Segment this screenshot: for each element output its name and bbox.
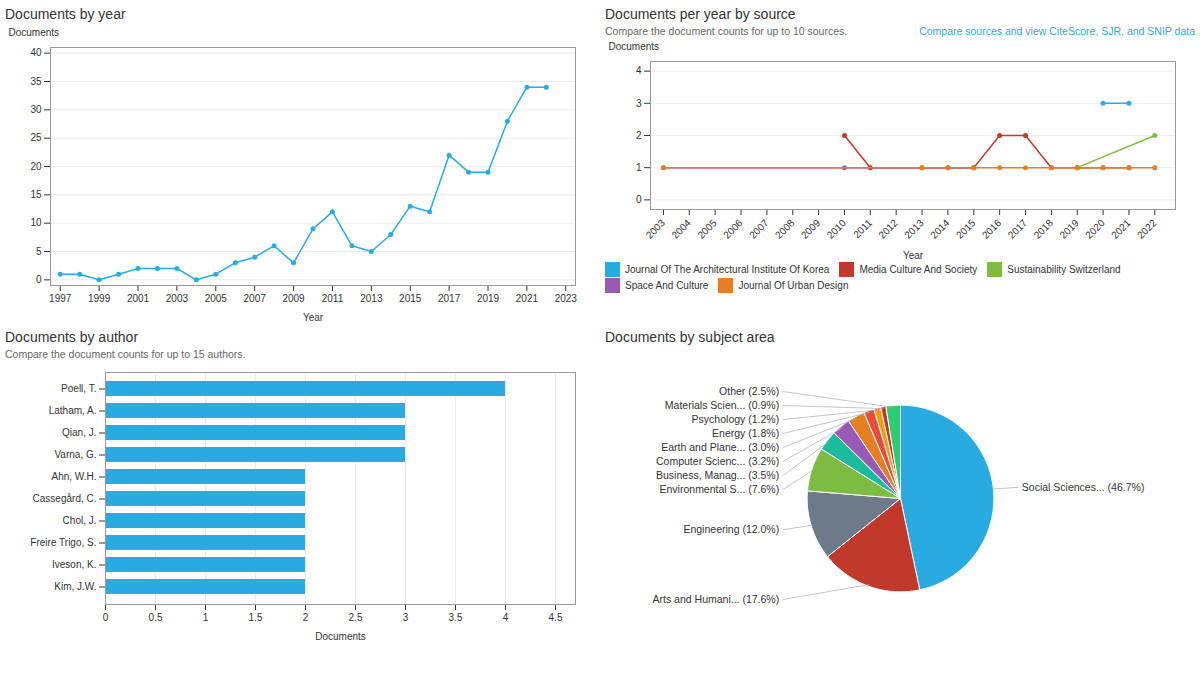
svg-text:2011: 2011 bbox=[322, 293, 344, 304]
svg-text:2018: 2018 bbox=[1032, 217, 1056, 241]
svg-text:2001: 2001 bbox=[127, 293, 150, 304]
svg-text:Freire Trigo, S.: Freire Trigo, S. bbox=[30, 537, 96, 548]
svg-text:2013: 2013 bbox=[360, 293, 383, 304]
svg-text:Engineering (12.0%): Engineering (12.0%) bbox=[683, 523, 779, 535]
svg-text:1: 1 bbox=[203, 612, 209, 623]
svg-text:2013: 2013 bbox=[902, 217, 926, 241]
svg-text:Year: Year bbox=[903, 250, 924, 261]
html-text:Space And Culture: Space And Culture bbox=[625, 280, 709, 292]
svg-text:4: 4 bbox=[636, 65, 642, 76]
html-text:Compare the document counts fo: Compare the document counts for up to 15… bbox=[5, 348, 246, 360]
svg-text:2: 2 bbox=[636, 130, 642, 141]
svg-text:Kim, J.W.: Kim, J.W. bbox=[54, 581, 96, 592]
svg-text:5: 5 bbox=[36, 246, 42, 257]
svg-text:Documents: Documents bbox=[609, 41, 660, 52]
svg-text:20: 20 bbox=[30, 161, 42, 172]
svg-text:2005: 2005 bbox=[695, 217, 719, 241]
svg-text:2007: 2007 bbox=[244, 293, 267, 304]
svg-text:Earth and Plane... (3.0%): Earth and Plane... (3.0%) bbox=[661, 441, 779, 453]
svg-text:2015: 2015 bbox=[399, 293, 422, 304]
svg-text:Chol, J.: Chol, J. bbox=[63, 515, 97, 526]
svg-text:2017: 2017 bbox=[1006, 217, 1030, 241]
svg-text:Poell, T.: Poell, T. bbox=[61, 383, 96, 394]
svg-text:2007: 2007 bbox=[747, 217, 771, 241]
svg-text:0.5: 0.5 bbox=[149, 612, 163, 623]
svg-text:Varna, G.: Varna, G. bbox=[54, 449, 96, 460]
svg-text:2016: 2016 bbox=[980, 217, 1004, 241]
svg-text:0: 0 bbox=[103, 612, 109, 623]
svg-text:30: 30 bbox=[30, 104, 42, 115]
svg-text:Cassegård, C.: Cassegård, C. bbox=[33, 493, 97, 504]
svg-text:4: 4 bbox=[503, 612, 509, 623]
svg-text:15: 15 bbox=[30, 189, 42, 200]
svg-text:2012: 2012 bbox=[876, 217, 900, 241]
svg-text:2022: 2022 bbox=[1135, 217, 1159, 241]
svg-text:Iveson, K.: Iveson, K. bbox=[52, 559, 96, 570]
svg-text:Business, Manag... (3.5%): Business, Manag... (3.5%) bbox=[656, 469, 779, 481]
svg-text:2005: 2005 bbox=[205, 293, 228, 304]
svg-text:Environmental S... (7.6%): Environmental S... (7.6%) bbox=[660, 483, 780, 495]
svg-text:2020: 2020 bbox=[1083, 217, 1107, 241]
html-text:Documents by subject area: Documents by subject area bbox=[605, 329, 775, 345]
svg-text:2006: 2006 bbox=[721, 217, 745, 241]
svg-text:35: 35 bbox=[30, 76, 42, 87]
svg-text:Arts and Humani... (17.6%): Arts and Humani... (17.6%) bbox=[653, 593, 780, 605]
svg-text:2023: 2023 bbox=[555, 293, 578, 304]
svg-text:2008: 2008 bbox=[773, 217, 797, 241]
svg-text:3.5: 3.5 bbox=[449, 612, 463, 623]
html-text:Journal Of The Architectural I: Journal Of The Architectural Institute O… bbox=[625, 263, 830, 275]
svg-text:2003: 2003 bbox=[644, 217, 668, 241]
svg-text:2021: 2021 bbox=[516, 293, 539, 304]
svg-text:2015: 2015 bbox=[954, 217, 978, 241]
svg-text:2009: 2009 bbox=[799, 217, 823, 241]
html-text:Documents by author: Documents by author bbox=[5, 329, 139, 345]
html-text:Documents by year: Documents by year bbox=[5, 6, 126, 22]
svg-text:25: 25 bbox=[30, 132, 42, 143]
svg-text:Latham, A.: Latham, A. bbox=[49, 405, 97, 416]
svg-text:2017: 2017 bbox=[438, 293, 461, 304]
svg-text:2003: 2003 bbox=[166, 293, 189, 304]
html-text:Documents per year by source: Documents per year by source bbox=[605, 6, 796, 22]
svg-text:2014: 2014 bbox=[928, 217, 952, 241]
svg-text:3: 3 bbox=[636, 98, 642, 109]
svg-text:Qian, J.: Qian, J. bbox=[62, 427, 96, 438]
html-text:Compare sources and view CiteS: Compare sources and view CiteScore, SJR,… bbox=[919, 25, 1195, 37]
svg-text:2.5: 2.5 bbox=[349, 612, 363, 623]
svg-text:1997: 1997 bbox=[49, 293, 72, 304]
svg-text:Social Sciences... (46.7%): Social Sciences... (46.7%) bbox=[1022, 481, 1145, 493]
svg-text:10: 10 bbox=[30, 217, 42, 228]
svg-text:2019: 2019 bbox=[477, 293, 500, 304]
svg-text:Computer Scienc... (3.2%): Computer Scienc... (3.2%) bbox=[656, 455, 779, 467]
svg-text:1999: 1999 bbox=[88, 293, 111, 304]
svg-text:2009: 2009 bbox=[282, 293, 305, 304]
svg-text:1: 1 bbox=[636, 162, 642, 173]
svg-text:Year: Year bbox=[303, 312, 324, 323]
svg-text:2004: 2004 bbox=[669, 217, 693, 241]
svg-text:3: 3 bbox=[403, 612, 409, 623]
svg-text:2021: 2021 bbox=[1109, 217, 1133, 241]
html-text:Sustainability Switzerland: Sustainability Switzerland bbox=[1007, 263, 1121, 275]
svg-text:2: 2 bbox=[303, 612, 309, 623]
svg-text:1.5: 1.5 bbox=[249, 612, 263, 623]
svg-text:Other (2.5%): Other (2.5%) bbox=[719, 385, 779, 397]
svg-text:Energy (1.8%): Energy (1.8%) bbox=[712, 427, 779, 439]
html-text:Journal Of Urban Design: Journal Of Urban Design bbox=[738, 280, 849, 292]
svg-text:0: 0 bbox=[36, 274, 42, 285]
html-text:Media Culture And Society: Media Culture And Society bbox=[859, 263, 978, 275]
svg-text:40: 40 bbox=[30, 47, 42, 58]
svg-text:2010: 2010 bbox=[825, 217, 849, 241]
svg-text:2011: 2011 bbox=[851, 217, 874, 240]
svg-text:4.5: 4.5 bbox=[549, 612, 563, 623]
svg-text:Psychology (1.2%): Psychology (1.2%) bbox=[692, 413, 780, 425]
svg-text:Documents: Documents bbox=[9, 27, 60, 38]
svg-text:2019: 2019 bbox=[1057, 217, 1081, 241]
svg-text:Ahn, W.H.: Ahn, W.H. bbox=[51, 471, 96, 482]
svg-text:0: 0 bbox=[636, 194, 642, 205]
html-text:Compare the document counts fo: Compare the document counts for up to 10… bbox=[605, 25, 848, 37]
svg-text:Materials Scien... (0.9%): Materials Scien... (0.9%) bbox=[665, 399, 779, 411]
svg-text:Documents: Documents bbox=[315, 631, 366, 642]
